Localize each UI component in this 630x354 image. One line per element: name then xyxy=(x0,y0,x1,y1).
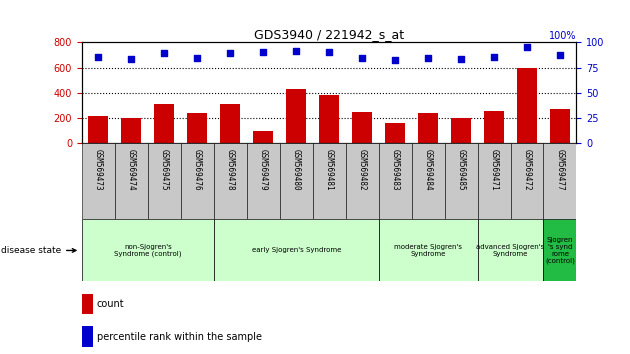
Bar xyxy=(544,143,576,219)
Bar xyxy=(411,143,445,219)
Bar xyxy=(154,104,175,143)
Point xyxy=(126,56,137,62)
Bar xyxy=(517,68,537,143)
Text: advanced Sjogren's
Syndrome: advanced Sjogren's Syndrome xyxy=(476,244,544,257)
Bar xyxy=(280,143,312,219)
Bar xyxy=(544,219,576,281)
Bar xyxy=(187,113,207,143)
Point xyxy=(522,44,532,49)
Bar xyxy=(346,143,379,219)
Point xyxy=(258,49,268,55)
Bar xyxy=(115,143,148,219)
Text: GSM569476: GSM569476 xyxy=(193,149,202,191)
Point xyxy=(555,52,565,57)
Bar xyxy=(451,118,471,143)
Text: GSM569473: GSM569473 xyxy=(94,149,103,191)
Text: non-Sjogren's
Syndrome (control): non-Sjogren's Syndrome (control) xyxy=(114,244,181,257)
Text: GSM569479: GSM569479 xyxy=(259,149,268,191)
Bar xyxy=(82,143,115,219)
Bar xyxy=(82,326,93,347)
Point xyxy=(291,48,301,53)
Point xyxy=(324,49,335,55)
Bar xyxy=(418,113,438,143)
Text: GSM569482: GSM569482 xyxy=(358,149,367,191)
Text: GSM569485: GSM569485 xyxy=(457,149,466,191)
Point xyxy=(390,57,400,62)
Text: GSM569481: GSM569481 xyxy=(324,149,334,191)
Bar xyxy=(385,123,405,143)
Bar xyxy=(379,143,411,219)
Bar xyxy=(214,143,247,219)
Text: 100%: 100% xyxy=(549,32,576,41)
Title: GDS3940 / 221942_s_at: GDS3940 / 221942_s_at xyxy=(254,28,404,41)
Bar xyxy=(253,131,273,143)
Bar xyxy=(286,89,306,143)
Point xyxy=(192,55,202,61)
Text: GSM569484: GSM569484 xyxy=(423,149,433,191)
Text: GSM569480: GSM569480 xyxy=(292,149,301,191)
Bar xyxy=(247,143,280,219)
Bar xyxy=(122,118,141,143)
Point xyxy=(423,55,433,61)
Bar xyxy=(181,143,214,219)
Bar xyxy=(319,95,339,143)
Bar xyxy=(478,143,510,219)
Text: moderate Sjogren's
Syndrome: moderate Sjogren's Syndrome xyxy=(394,244,462,257)
Text: GSM569472: GSM569472 xyxy=(522,149,532,191)
Point xyxy=(489,54,499,59)
Bar xyxy=(214,219,379,281)
Bar xyxy=(312,143,346,219)
Bar xyxy=(82,219,214,281)
Bar xyxy=(88,116,108,143)
Text: early Sjogren's Syndrome: early Sjogren's Syndrome xyxy=(251,247,341,253)
Text: Sjogren
's synd
rome
(control): Sjogren 's synd rome (control) xyxy=(545,237,575,264)
Bar xyxy=(352,112,372,143)
Point xyxy=(159,50,169,56)
Text: GSM569477: GSM569477 xyxy=(556,149,564,191)
Bar xyxy=(148,143,181,219)
Text: GSM569474: GSM569474 xyxy=(127,149,136,191)
Text: GSM569475: GSM569475 xyxy=(160,149,169,191)
Bar xyxy=(379,219,478,281)
Bar xyxy=(550,109,570,143)
Bar xyxy=(82,294,93,314)
Point xyxy=(226,50,236,56)
Text: GSM569478: GSM569478 xyxy=(226,149,235,191)
Text: GSM569483: GSM569483 xyxy=(391,149,399,191)
Text: disease state: disease state xyxy=(1,246,76,255)
Bar xyxy=(220,104,240,143)
Point xyxy=(357,55,367,61)
Bar xyxy=(510,143,544,219)
Point xyxy=(456,56,466,62)
Text: count: count xyxy=(97,299,124,309)
Bar xyxy=(478,219,544,281)
Bar xyxy=(484,111,504,143)
Text: GSM569471: GSM569471 xyxy=(490,149,498,191)
Text: percentile rank within the sample: percentile rank within the sample xyxy=(97,332,261,342)
Bar xyxy=(445,143,478,219)
Point xyxy=(93,54,103,59)
